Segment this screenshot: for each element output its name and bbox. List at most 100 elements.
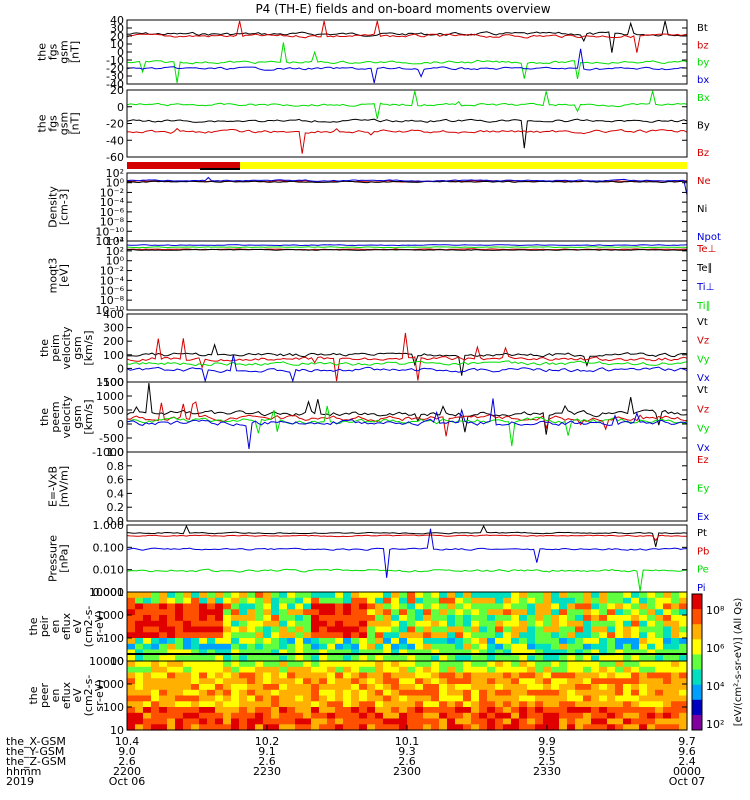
spectrogram-cell <box>303 597 312 605</box>
spectrogram-cell <box>263 684 272 691</box>
spectrogram-cell <box>615 632 624 639</box>
spectrogram-cell <box>615 666 624 674</box>
spectrogram-cell <box>599 661 608 668</box>
spectrogram-cell <box>199 712 208 720</box>
spectrogram-cell <box>631 609 640 616</box>
spectrogram-cell <box>239 626 248 633</box>
spectrogram-cell <box>391 672 400 679</box>
spectrogram-cell <box>343 707 352 714</box>
spectrogram-cell <box>247 643 256 651</box>
spectrogram-cell <box>135 695 144 702</box>
spectrogram-cell <box>423 626 432 633</box>
spectrogram-cell <box>527 632 536 639</box>
spectrogram-cell <box>391 695 400 702</box>
spectrogram-cell <box>615 724 624 731</box>
y-tick-label: 10⁻⁸ <box>100 216 125 229</box>
spectrogram-cell <box>327 638 336 645</box>
spectrogram-cell <box>671 643 680 651</box>
spectrogram-cell <box>279 620 288 628</box>
spectrogram-cell <box>631 724 640 731</box>
spectrogram-cell <box>655 603 664 610</box>
spectrogram-cell <box>407 689 416 697</box>
spectrogram-cell <box>655 689 664 697</box>
spectrogram-cell <box>207 695 216 702</box>
spectrogram-cell <box>327 649 336 656</box>
spectrogram-cell <box>335 655 344 662</box>
spectrogram-cell <box>167 689 176 697</box>
spectrogram-cell <box>527 684 536 691</box>
spectrogram-cell <box>287 672 296 679</box>
spectrogram-cell <box>191 603 200 610</box>
spectrogram-cell <box>455 718 464 725</box>
spectrogram-cell <box>335 678 344 685</box>
y-axis-label: peer <box>38 683 51 709</box>
spectrogram-cell <box>503 609 512 616</box>
spectrogram-cell <box>463 615 472 622</box>
spectrogram-cell <box>319 620 328 628</box>
spectrogram-cell <box>207 672 216 679</box>
spectrogram-cell <box>583 632 592 639</box>
spectrogram-cell <box>623 678 632 685</box>
spectrogram-cell <box>383 597 392 605</box>
y-tick-label: 10⁻¹² <box>95 235 124 248</box>
spectrogram-cell <box>303 626 312 633</box>
spectrogram-cell <box>215 695 224 702</box>
spectrogram-cell <box>511 592 520 599</box>
spectrogram-cell <box>663 666 672 674</box>
spectrogram-cell <box>519 592 528 599</box>
spectrogram-cell <box>487 609 496 616</box>
spectrogram-cell <box>407 626 416 633</box>
spectrogram-cell <box>271 592 280 599</box>
spectrogram-cell <box>567 643 576 651</box>
x-row-label: the_Y-GSM <box>6 745 64 758</box>
spectrogram-cell <box>183 638 192 645</box>
legend-Bx: Bx <box>697 93 710 104</box>
spectrogram-cell <box>279 695 288 702</box>
y-tick-label: -20 <box>106 62 124 75</box>
spectrogram-cell <box>527 666 536 674</box>
spectrogram-cell <box>535 689 544 697</box>
spectrogram-cell <box>655 718 664 725</box>
spectrogram-cell <box>367 632 376 639</box>
spectrogram-cell <box>663 655 672 662</box>
spectrogram-cell <box>183 718 192 725</box>
spectrogram-cell <box>271 672 280 679</box>
spectrogram-cell <box>271 701 280 708</box>
y-axis-label: sr-eV) <box>93 610 106 642</box>
spectrogram-cell <box>383 615 392 622</box>
spectrogram-cell <box>671 718 680 725</box>
spectrogram-cell <box>223 689 232 697</box>
spectrogram-cell <box>487 718 496 725</box>
spectrogram-cell <box>199 626 208 633</box>
y-tick-label: 10⁻⁶ <box>100 206 125 219</box>
spectrogram-cell <box>231 643 240 651</box>
spectrogram-cell <box>423 655 432 662</box>
spectrogram-cell <box>271 678 280 685</box>
spectrogram-cell <box>143 718 152 725</box>
spectrogram-cell <box>599 626 608 633</box>
spectrogram-cell <box>455 643 464 651</box>
spectrogram-cell <box>407 678 416 685</box>
y-axis-label: Pressure <box>47 535 60 582</box>
spectrogram-cell <box>463 666 472 674</box>
spectrogram-cell <box>167 632 176 639</box>
spectrogram-cell <box>463 609 472 616</box>
spectrogram-cell <box>463 712 472 720</box>
spectrogram-cell <box>175 672 184 679</box>
legend-Ni: Ni <box>697 204 707 215</box>
spectrogram-cell <box>583 701 592 708</box>
spectrogram-cell <box>143 643 152 651</box>
spectrogram-cell <box>135 626 144 633</box>
spectrogram-cell <box>471 701 480 708</box>
y-tick-label: 0 <box>117 418 124 431</box>
y-tick-label: -20 <box>106 118 124 131</box>
spectrogram-cell <box>239 678 248 685</box>
spectrogram-cell <box>663 592 672 599</box>
spectrogram-cell <box>135 724 144 731</box>
spectrogram-cell <box>431 718 440 725</box>
spectrogram-cell <box>479 684 488 691</box>
spectrogram-cell <box>319 701 328 708</box>
spectrogram-cell <box>135 609 144 616</box>
spectrogram-cell <box>519 689 528 697</box>
spectrogram-cell <box>167 718 176 725</box>
